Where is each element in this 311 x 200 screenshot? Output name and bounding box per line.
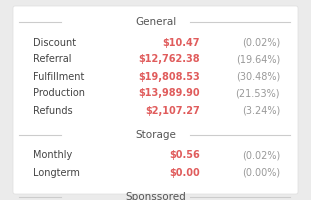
Text: Refunds: Refunds xyxy=(33,106,73,116)
Text: $0.00: $0.00 xyxy=(169,168,200,178)
Text: Storage: Storage xyxy=(135,130,176,140)
Text: $2,107.27: $2,107.27 xyxy=(145,106,200,116)
FancyBboxPatch shape xyxy=(13,6,298,194)
Text: (19.64%): (19.64%) xyxy=(236,54,280,64)
Text: Monthly: Monthly xyxy=(33,150,72,160)
Text: (3.24%): (3.24%) xyxy=(242,106,280,116)
Text: (0.00%): (0.00%) xyxy=(242,168,280,178)
Text: Sponssored: Sponssored xyxy=(125,192,186,200)
Text: $19,808.53: $19,808.53 xyxy=(138,72,200,82)
Text: $0.56: $0.56 xyxy=(169,150,200,160)
Text: $13,989.90: $13,989.90 xyxy=(138,88,200,98)
Text: $10.47: $10.47 xyxy=(163,38,200,47)
Text: Production: Production xyxy=(33,88,85,98)
Text: Referral: Referral xyxy=(33,54,72,64)
Text: (30.48%): (30.48%) xyxy=(236,72,280,82)
Text: $12,762.38: $12,762.38 xyxy=(138,54,200,64)
Text: Discount: Discount xyxy=(33,38,76,47)
Text: (0.02%): (0.02%) xyxy=(242,150,280,160)
Text: (21.53%): (21.53%) xyxy=(235,88,280,98)
Text: Longterm: Longterm xyxy=(33,168,80,178)
Text: General: General xyxy=(135,17,176,27)
Text: Fulfillment: Fulfillment xyxy=(33,72,84,82)
Text: (0.02%): (0.02%) xyxy=(242,38,280,47)
